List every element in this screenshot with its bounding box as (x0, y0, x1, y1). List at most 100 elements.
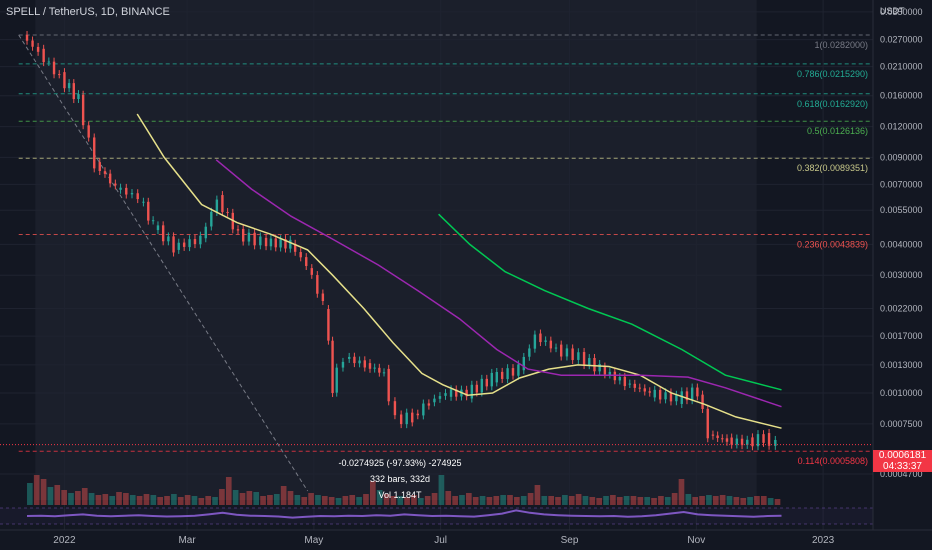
candle-body (182, 242, 186, 247)
candle-body (711, 434, 715, 436)
candle-body (335, 367, 338, 393)
candle-body (593, 357, 596, 372)
volume-bar (651, 498, 657, 505)
volume-bar (603, 496, 609, 505)
volume-bar (692, 497, 699, 505)
candle-body (511, 368, 515, 376)
volume-bar (431, 493, 438, 505)
volume-bar (479, 496, 486, 505)
candle-body (628, 383, 632, 385)
price-tick-label: 0.0210000 (880, 62, 923, 72)
candle-body (528, 348, 531, 357)
volume-bar (596, 498, 603, 505)
candle-body (696, 387, 699, 397)
candle-body (387, 368, 390, 402)
fibonacci-levels[interactable]: 1.618(0.0474649)1(0.0282000)0.786(0.0215… (18, 0, 873, 466)
candle-body (588, 358, 591, 366)
volume-bar (177, 497, 184, 505)
time-tick-label: Nov (687, 535, 705, 546)
volume-bar (678, 479, 685, 505)
volume-bar (246, 491, 253, 505)
volume-bar (301, 497, 308, 505)
volume-bar (376, 490, 383, 505)
candle-body (549, 340, 553, 349)
volume-bar (706, 495, 712, 505)
price-tick-label: 0.0007500 (880, 419, 923, 429)
candle-body (774, 439, 777, 446)
candle-body (368, 363, 372, 369)
candle-body (247, 232, 251, 242)
candle-body (125, 187, 128, 195)
fib-label: 0.786(0.0215290) (797, 69, 868, 79)
candle-body (378, 367, 381, 373)
candle-body (690, 387, 694, 401)
volume-bar (143, 494, 150, 505)
candle-body (269, 238, 273, 247)
volume-bar (616, 497, 623, 505)
time-axis-bg (0, 530, 932, 550)
candle-body (411, 412, 414, 423)
time-tick-label: May (304, 535, 323, 546)
candle-body (475, 384, 479, 393)
price-tick-label: 0.0160000 (880, 91, 923, 101)
volume-bar (664, 497, 671, 505)
last-price-value: 0.0006181 (878, 450, 927, 461)
candle-body (565, 348, 569, 357)
candle-body (130, 193, 134, 195)
candle-body (341, 361, 345, 368)
candle-body (706, 408, 709, 439)
volume-bar (205, 496, 212, 505)
candle-body (416, 413, 419, 416)
candle-body (618, 376, 622, 381)
volume-bar (390, 496, 397, 505)
candle-body (331, 340, 334, 394)
candle-body (93, 137, 96, 169)
volume-bar (424, 496, 431, 505)
candle-body (279, 239, 282, 248)
trend-line[interactable] (18, 34, 309, 492)
volume-bar (267, 495, 273, 505)
volume-bar (404, 497, 410, 505)
volume-bar (383, 494, 390, 505)
candle-body (264, 237, 268, 247)
candle-body (177, 242, 180, 250)
volume-bar (754, 496, 760, 505)
candle-body (554, 347, 558, 349)
candle-body (465, 389, 468, 397)
candle-body (316, 275, 319, 294)
volume-bar (685, 494, 692, 505)
volume-bar (287, 491, 294, 505)
volume-bar (253, 492, 260, 505)
volume-bar (369, 481, 376, 505)
volume-bar (548, 496, 554, 505)
candle-body (669, 392, 673, 402)
moving-average-line (136, 113, 782, 429)
volume-bar (335, 498, 342, 505)
candle-body (623, 376, 627, 387)
fib-label: 0.5(0.0126136) (807, 126, 868, 136)
moving-averages (136, 113, 782, 429)
volume-bar (623, 496, 630, 505)
candle-body (67, 83, 71, 89)
fib-label: 0.618(0.0162920) (797, 99, 868, 109)
time-axis[interactable]: 2022 Mar May Jul Sep Nov 2023 (0, 529, 932, 550)
time-tick-label: 2023 (812, 535, 835, 546)
candle-body (236, 229, 240, 231)
candle-body (215, 199, 219, 213)
candle-body (680, 391, 683, 404)
candle-body (299, 252, 302, 258)
volume-bar (164, 496, 170, 505)
candle-body (136, 193, 139, 200)
volume-bar (27, 483, 33, 505)
candle-body (305, 257, 308, 267)
candle-body (648, 391, 651, 393)
volume-bar (95, 495, 102, 505)
volume-bar (75, 491, 81, 505)
candle-body (36, 46, 40, 52)
candle-body (495, 372, 498, 383)
volume-bar (363, 494, 369, 505)
volume-bar (562, 495, 568, 505)
time-tick-label: Jul (434, 535, 447, 546)
price-tick-label: 0.0013000 (880, 360, 923, 370)
volume-bar (239, 493, 246, 505)
